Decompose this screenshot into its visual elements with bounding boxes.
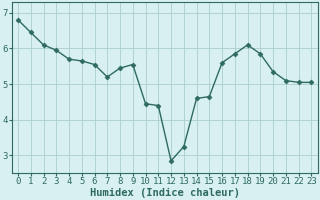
X-axis label: Humidex (Indice chaleur): Humidex (Indice chaleur) xyxy=(90,188,240,198)
